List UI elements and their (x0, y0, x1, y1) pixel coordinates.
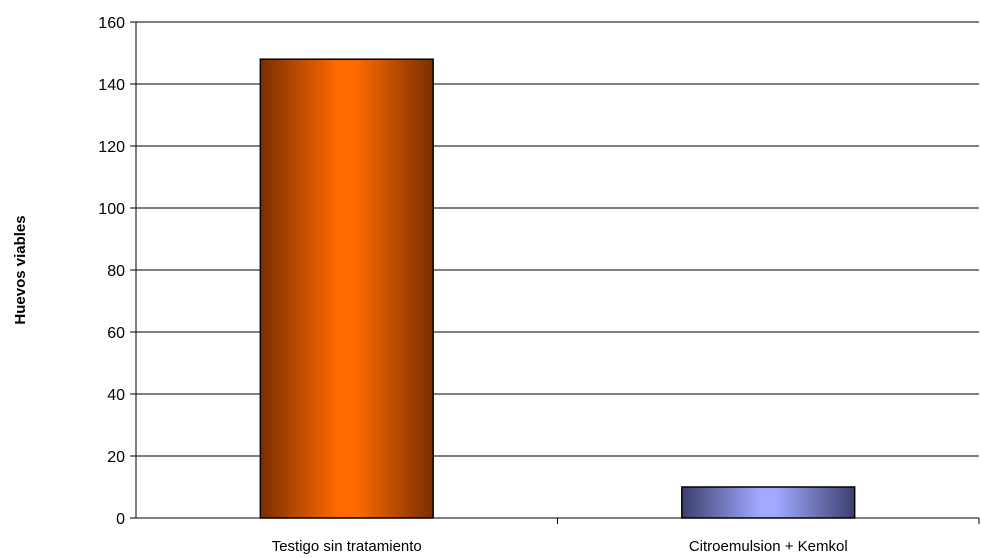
y-tick-label: 40 (107, 387, 125, 404)
y-tick-label: 80 (107, 263, 125, 280)
x-tick-label: Testigo sin tratamiento (272, 538, 422, 555)
y-axis-title: Huevos viables (12, 215, 29, 324)
y-tick-label: 60 (107, 325, 125, 342)
x-tick-label: Citroemulsion + Kemkol (689, 538, 848, 555)
x-axis-ticks: Testigo sin tratamiento Citroemulsion + K… (272, 518, 980, 555)
y-tick-label: 100 (98, 201, 125, 218)
y-tick-label: 160 (98, 15, 125, 32)
bars (259, 58, 856, 519)
y-tick-label: 20 (107, 449, 125, 466)
bar (681, 486, 856, 519)
y-tick-label: 0 (116, 511, 125, 528)
bar (259, 58, 434, 519)
y-tick-label: 120 (98, 139, 125, 156)
y-tick-label: 140 (98, 77, 125, 94)
y-axis-ticks: 0 20 40 60 80 100 120 140 160 (98, 15, 136, 528)
